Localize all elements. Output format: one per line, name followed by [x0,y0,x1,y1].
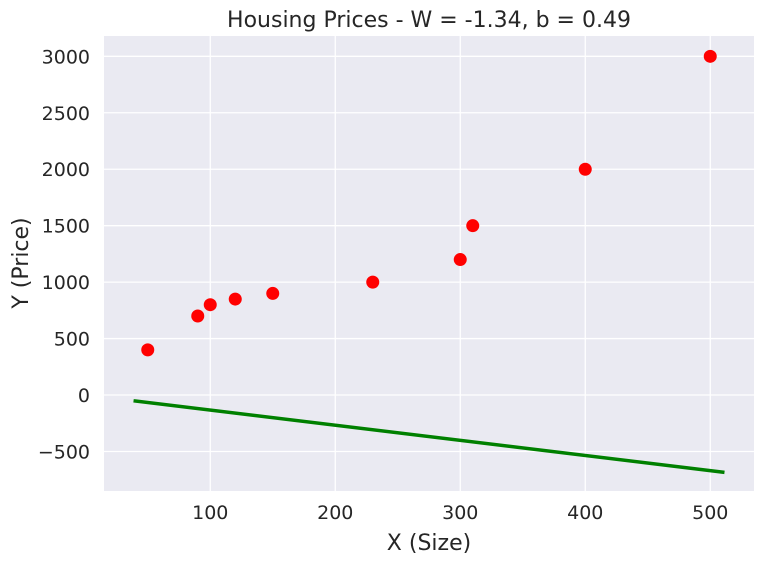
y-axis-label: Y (Price) [9,217,34,309]
x-tick-label: 100 [192,502,228,524]
x-tick-label: 400 [567,502,603,524]
data-point [266,286,280,300]
data-point [141,343,155,357]
y-tick-label: 2500 [42,103,90,125]
y-tick-label: 1000 [42,272,90,294]
x-tick-label: 500 [692,502,728,524]
data-point [366,275,380,289]
data-point [453,253,467,267]
x-tick-label: 200 [317,502,353,524]
data-point [228,292,242,306]
series [133,49,725,475]
data-point [191,309,205,323]
x-axis-label: X (Size) [387,531,471,556]
y-tick-label: 0 [78,385,90,407]
data-point [466,219,480,233]
regression-line [133,399,725,475]
chart-title: Housing Prices - W = -1.34, b = 0.49 [227,8,631,33]
y-tick-label: 2000 [42,159,90,181]
tick-labels: 100 200 300 400 500 −500 0 500 1000 1500 2000 2500 3… [38,46,729,524]
data-point [578,162,592,176]
y-tick-label: 3000 [42,46,90,68]
data-point [703,49,717,63]
y-tick-label: −500 [38,441,90,463]
y-tick-label: 1500 [42,216,90,238]
data-point [203,298,217,312]
plot-background [104,36,754,491]
x-tick-label: 300 [442,502,478,524]
grid [104,36,754,491]
y-tick-label: 500 [54,329,90,351]
